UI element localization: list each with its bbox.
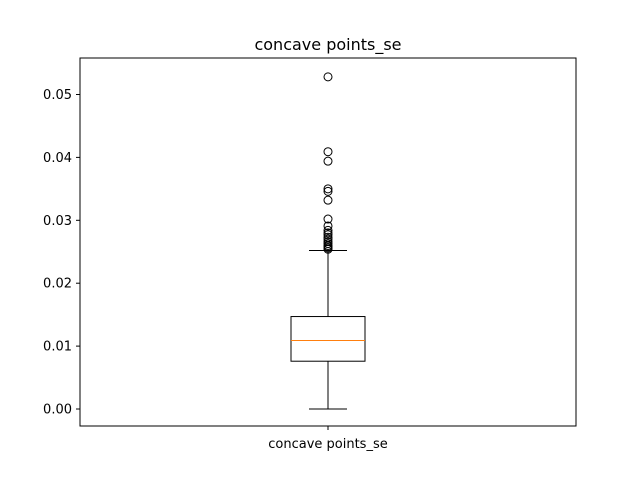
- y-axis: 0.00 0.01 0.02 0.03 0.04 0.05: [43, 88, 80, 418]
- boxes-group: [290, 72, 366, 410]
- outlier-point: [323, 186, 333, 196]
- y-tick-label: 0.00: [43, 403, 72, 418]
- outlier-point: [323, 195, 333, 205]
- outlier-point: [323, 156, 333, 166]
- outlier-point: [323, 184, 333, 194]
- outlier-point: [323, 214, 333, 224]
- outlier-point: [323, 230, 333, 240]
- y-tick-label: 0.02: [43, 277, 72, 292]
- outlier-point: [323, 72, 333, 82]
- y-tick-label: 0.01: [43, 340, 72, 355]
- y-tick-label: 0.03: [43, 214, 72, 229]
- y-tick-label: 0.04: [43, 151, 72, 166]
- chart-title: concave points_se: [254, 35, 401, 55]
- outlier-point: [323, 244, 333, 254]
- x-tick-label: concave points_se: [268, 437, 387, 452]
- outlier-point: [323, 147, 333, 157]
- y-tick-label: 0.05: [43, 88, 72, 103]
- iqr-box: [290, 316, 366, 362]
- x-axis: concave points_se: [268, 426, 388, 452]
- outlier-point: [323, 221, 333, 231]
- outlier-point: [323, 225, 333, 235]
